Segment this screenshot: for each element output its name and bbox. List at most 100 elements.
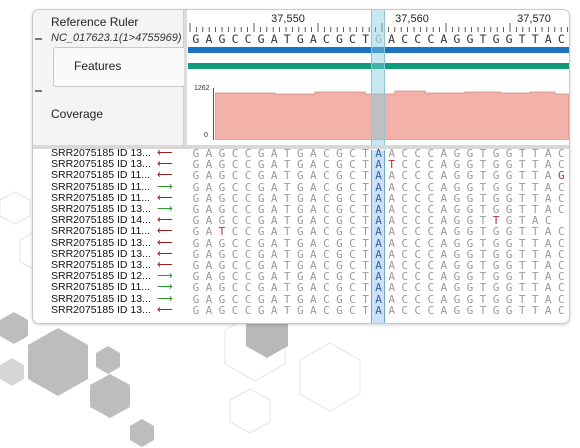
read-base: T (518, 303, 526, 317)
read-base: C (323, 180, 330, 194)
coverage-collapse-icon[interactable] (35, 90, 42, 92)
read-base: G (336, 203, 343, 216)
read-base: G (466, 303, 474, 317)
read-base: A (375, 236, 382, 250)
read-name[interactable]: SRR2075185 ID 11... (51, 169, 151, 182)
read-base: C (349, 214, 356, 228)
read-base: C (323, 259, 330, 272)
read-base: A (310, 236, 317, 250)
selected-position-highlight[interactable] (371, 10, 385, 145)
read-base: C (414, 203, 422, 216)
read-base: A (440, 236, 448, 250)
read-base: G (218, 158, 226, 172)
read-name[interactable]: SRR2075185 ID 13... (51, 203, 151, 215)
read-base: C (349, 191, 356, 205)
reverse-strand-arrow-icon: ⟵ (157, 259, 173, 271)
read-name[interactable]: SRR2075185 ID 12... (51, 270, 151, 283)
read-base: T (518, 236, 526, 250)
read-base: C (244, 292, 252, 306)
reverse-strand-arrow-icon: ⟵ (157, 147, 173, 159)
read-base: T (518, 180, 526, 194)
read-base: T (531, 203, 539, 216)
read-base: C (414, 169, 422, 183)
read-name[interactable]: SRR2075185 ID 13... (51, 247, 151, 260)
read-base: G (296, 203, 304, 216)
reference-base: G (492, 32, 500, 46)
read-base: A (544, 191, 552, 205)
features-track-header[interactable]: Features (53, 47, 186, 87)
read-base: A (375, 292, 382, 306)
read-base: G (336, 236, 343, 250)
selected-column-highlight[interactable] (371, 150, 385, 323)
feature-track-blue[interactable] (188, 47, 569, 53)
read-name[interactable]: SRR2075185 ID 14... (51, 214, 151, 227)
read-base: G (257, 303, 265, 317)
read-base: C (401, 270, 408, 284)
read-base: G (505, 225, 513, 239)
reverse-strand-arrow-icon: ⟵ (157, 158, 173, 171)
read-base: C (401, 281, 408, 295)
read-base: C (244, 247, 252, 261)
read-base: T (362, 303, 369, 317)
read-name[interactable]: SRR2075185 ID 11... (51, 281, 151, 294)
read-base: G (505, 147, 513, 160)
read-base: A (270, 225, 278, 239)
track-separator[interactable] (33, 145, 569, 149)
read-base: A (270, 292, 278, 306)
read-name[interactable]: SRR2075185 ID 11... (51, 191, 151, 204)
read-name[interactable]: SRR2075185 ID 13... (51, 292, 151, 305)
read-base: G (453, 203, 461, 216)
read-base: G (192, 259, 200, 272)
read-base: A (310, 270, 317, 284)
read-base: C (349, 158, 356, 172)
read-base: G (192, 180, 200, 194)
read-base: A (310, 147, 317, 160)
read-base: C (231, 281, 239, 295)
read-base: T (283, 180, 291, 194)
read-base: T (283, 214, 291, 228)
read-name[interactable]: SRR2075185 ID 13... (51, 236, 151, 249)
read-base: A (375, 247, 382, 261)
read-base: G (218, 259, 226, 272)
read-base: T (531, 270, 539, 284)
read-base: C (557, 203, 565, 216)
read-base: A (205, 270, 213, 284)
read-name[interactable]: SRR2075185 ID 13... (51, 259, 151, 271)
read-base: G (453, 214, 461, 228)
read-base: C (349, 292, 356, 306)
read-base: G (296, 281, 304, 295)
read-base: G (296, 225, 304, 239)
read-base: G (296, 270, 304, 284)
read-base: C (427, 191, 435, 205)
feature-track-green[interactable] (188, 63, 569, 69)
read-name[interactable]: SRR2075185 ID 13... (51, 147, 151, 159)
read-base: C (349, 236, 356, 250)
ruler-tick-label: 37,570 (517, 13, 551, 25)
reference-base: C (427, 32, 435, 46)
read-name[interactable]: SRR2075185 ID 13... (51, 158, 151, 171)
read-base: T (362, 147, 369, 160)
read-base: A (310, 158, 317, 172)
read-base: A (270, 303, 278, 317)
read-base: G (336, 259, 343, 272)
read-name[interactable]: SRR2075185 ID 13... (51, 303, 151, 316)
read-base: C (557, 303, 565, 317)
read-base: T (518, 292, 526, 306)
read-name[interactable]: SRR2075185 ID 11... (51, 180, 151, 193)
read-base: T (218, 225, 226, 239)
read-base: G (336, 191, 343, 205)
read-name[interactable]: SRR2075185 ID 11... (51, 225, 151, 238)
column-splitter[interactable] (184, 10, 187, 145)
read-base: G (466, 169, 474, 183)
read-base: T (479, 158, 487, 172)
read-base: C (414, 158, 422, 172)
read-base: G (192, 214, 200, 228)
read-base: T (479, 303, 487, 317)
read-base: G (505, 214, 513, 228)
read-base: G (505, 169, 513, 183)
read-base: C (231, 158, 239, 172)
reference-collapse-icon[interactable] (35, 38, 42, 40)
read-base: T (479, 270, 487, 284)
read-base: A (544, 236, 552, 250)
